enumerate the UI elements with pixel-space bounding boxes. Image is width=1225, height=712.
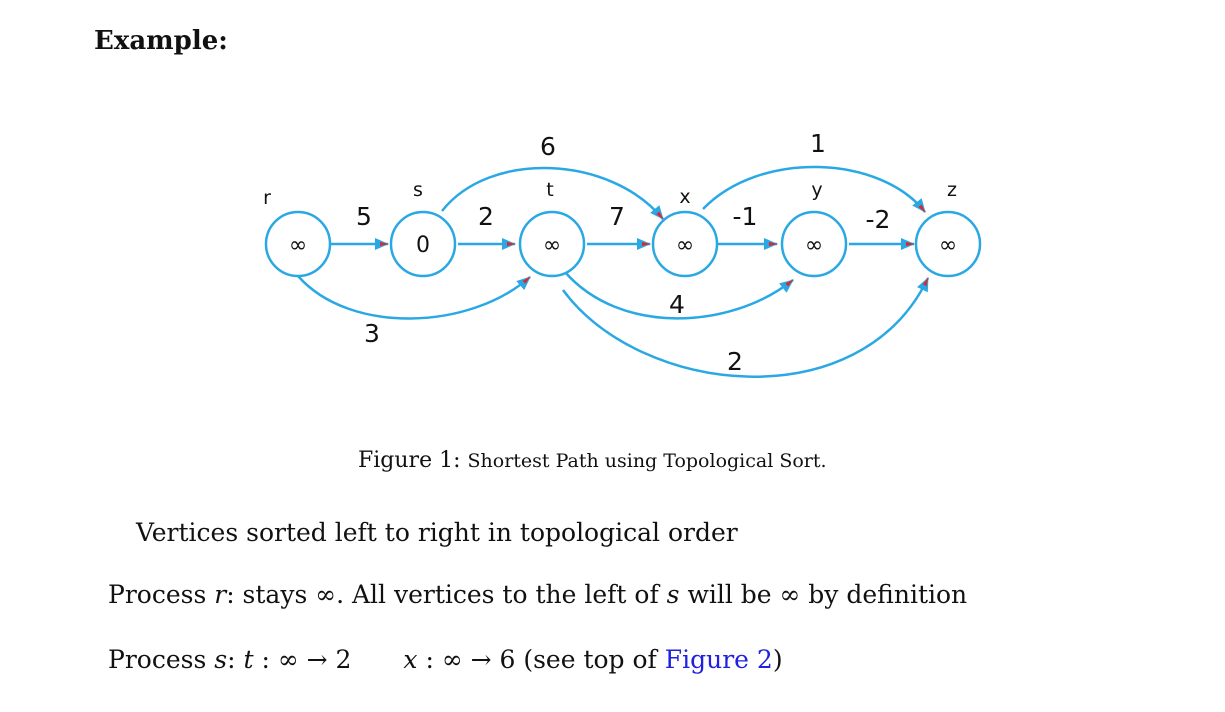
vertex-label-t: t (546, 179, 553, 201)
topological-sort-diagram: 5 2 7 -1 -2 6 1 3 4 2 r s t x y z ∞ 0 ∞ … (263, 129, 982, 378)
vertex-label-s: s (413, 179, 423, 201)
line3-text-c: (see top of (515, 645, 665, 674)
weight-t-x: 7 (609, 202, 625, 231)
vertex-r (264, 210, 332, 278)
body-line-3: Process s: t : ∞ → 2 x : ∞ → 6 (see top o… (108, 645, 783, 674)
vertex-value-x: ∞ (676, 233, 694, 258)
body-line-2: Process r: stays ∞. All vertices to the … (108, 580, 967, 609)
weight-x-z: 1 (810, 129, 826, 158)
weight-t-z: 2 (727, 347, 743, 376)
weight-t-y: 4 (669, 290, 685, 319)
line3-text-b: : (227, 645, 244, 674)
vertex-t (518, 210, 586, 278)
expr1-var: t (243, 645, 254, 674)
vertex-y (780, 210, 848, 278)
weight-x-y: -1 (733, 202, 758, 231)
weight-y-z: -2 (866, 205, 891, 234)
weight-s-x: 6 (540, 132, 556, 161)
vertex-value-t: ∞ (543, 233, 561, 258)
vertex-label-z: z (947, 179, 957, 201)
expr2-rest: : ∞ → 6 (417, 645, 516, 674)
edge-r-t (297, 275, 531, 320)
vertex-label-x: x (679, 186, 690, 208)
edge-s-x (441, 166, 664, 220)
body-line-1: Vertices sorted left to right in topolog… (136, 518, 738, 547)
line3-text-a: Process (108, 645, 215, 674)
edge-t-z (561, 277, 930, 378)
expr1-rest: : ∞ → 2 (253, 645, 352, 674)
vertex-z (914, 210, 982, 278)
caption-text: Shortest Path using Topological Sort. (467, 450, 827, 472)
weight-s-t: 2 (478, 202, 494, 231)
edge-x-z (702, 165, 926, 213)
figure-2-link[interactable]: Figure 2 (664, 645, 773, 674)
vertex-value-s: 0 (416, 233, 430, 258)
var-s: s (666, 580, 680, 609)
line3-text-d: ) (772, 645, 783, 674)
edge-t-y (564, 271, 794, 320)
figure-caption: Figure 1: Shortest Path using Topologica… (358, 448, 827, 473)
var-r: r (214, 580, 227, 609)
caption-label: Figure 1: (358, 448, 461, 473)
var-s-3: s (214, 645, 228, 674)
weight-r-t: 3 (364, 319, 380, 348)
vertex-label-y: y (811, 179, 822, 201)
vertex-value-r: ∞ (289, 233, 307, 258)
weight-r-s: 5 (356, 202, 372, 231)
vertex-x (651, 210, 719, 278)
vertex-label-r: r (263, 187, 271, 209)
line2-text-c: will be ∞ by definition (679, 580, 968, 609)
vertex-s (389, 210, 457, 278)
line2-text-a: Process (108, 580, 215, 609)
vertex-value-y: ∞ (805, 233, 823, 258)
expr2-var: x (403, 645, 418, 674)
vertex-value-z: ∞ (939, 233, 957, 258)
heading: Example: (94, 26, 228, 56)
line2-text-b: : stays ∞. All vertices to the left of (226, 580, 667, 609)
